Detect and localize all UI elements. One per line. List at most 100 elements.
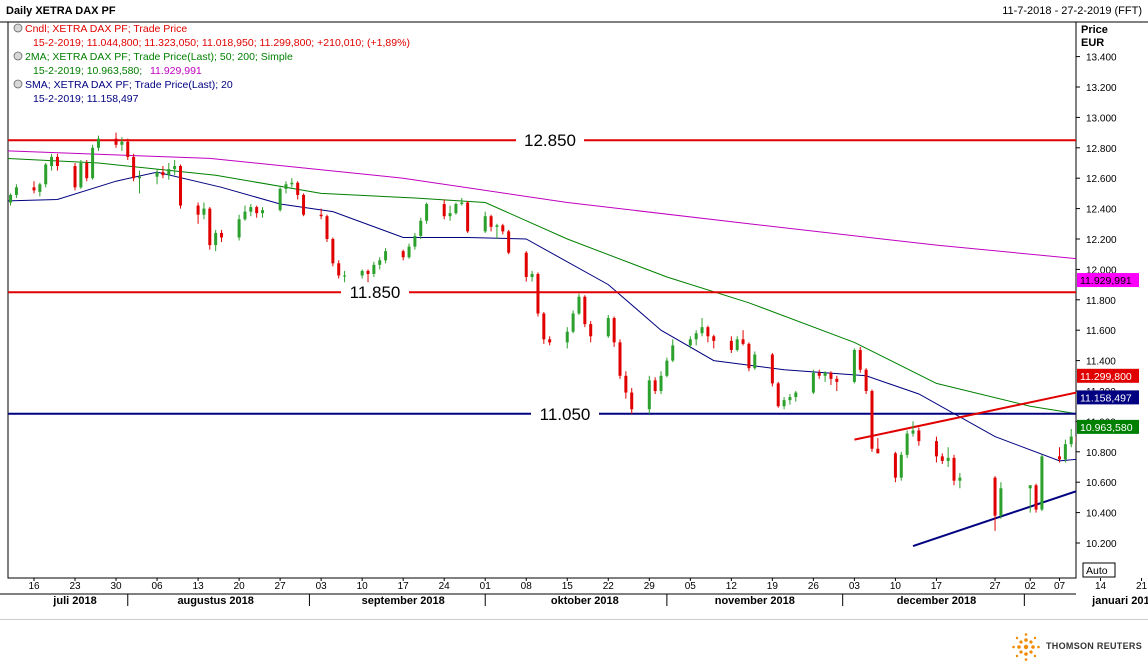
candle-body xyxy=(114,138,118,145)
candle-body xyxy=(255,207,259,214)
candle-body xyxy=(700,327,704,334)
candle-body xyxy=(3,193,6,204)
candle-body xyxy=(378,260,382,265)
candle-body xyxy=(999,488,1003,516)
candle-body xyxy=(507,231,511,253)
candle-body xyxy=(161,172,165,176)
x-tick-label: 08 xyxy=(521,581,533,592)
candle-body xyxy=(501,225,505,232)
x-tick-label: 22 xyxy=(603,581,615,592)
x-tick-label: 06 xyxy=(151,581,163,592)
candle-body xyxy=(1075,436,1076,443)
candle-body xyxy=(167,169,171,176)
candle-body xyxy=(671,345,675,361)
x-tick-label: 30 xyxy=(110,581,122,592)
legend-clock-icon xyxy=(13,23,23,33)
date-range: 11-7-2018 - 27-2-2019 (FFT) xyxy=(1002,5,1142,17)
y-tick-label: 12.200 xyxy=(1086,235,1117,246)
candle-body xyxy=(44,164,48,185)
y-tick-label: 10.200 xyxy=(1086,539,1117,550)
candle-body xyxy=(343,275,347,277)
y-axis-label: Price xyxy=(1081,24,1108,36)
candle-body xyxy=(448,213,452,217)
candle-body xyxy=(425,204,429,221)
candle-body xyxy=(688,339,692,346)
x-tick-label: 17 xyxy=(398,581,410,592)
last-value-tag xyxy=(1077,368,1139,383)
candle-body xyxy=(1028,485,1032,489)
x-month-label: september 2018 xyxy=(362,595,445,607)
candle-body xyxy=(55,156,59,167)
x-tick-label: 23 xyxy=(69,581,81,592)
last-value-tag xyxy=(1077,390,1139,405)
y-tick-label: 12.400 xyxy=(1086,205,1117,216)
level-label: 11.050 xyxy=(540,405,591,424)
candle-body xyxy=(852,349,856,382)
candle-body xyxy=(243,211,247,220)
candle-body xyxy=(917,430,921,442)
x-tick-label: 27 xyxy=(989,581,1001,592)
candle-body xyxy=(659,375,663,391)
candle-body xyxy=(665,360,669,376)
candle-body xyxy=(618,342,622,376)
candle-body xyxy=(261,210,265,214)
y-tick-label: 13.200 xyxy=(1086,83,1117,94)
candle-body xyxy=(249,207,253,212)
candle-body xyxy=(952,457,956,481)
candle-body xyxy=(577,296,581,314)
x-tick-label: 20 xyxy=(234,581,246,592)
legend-values: 15-2-2019; 10.963,580; xyxy=(33,65,142,77)
last-value-tag-label: 10.963,580 xyxy=(1080,422,1133,434)
candle-body xyxy=(284,184,288,189)
y-tick-label: 10.600 xyxy=(1086,478,1117,489)
candle-body xyxy=(319,214,323,217)
x-tick-label: 21 xyxy=(1136,581,1148,592)
y-axis-unit: EUR xyxy=(1081,37,1104,49)
candle-body xyxy=(290,182,294,185)
last-value-tag xyxy=(1077,273,1139,288)
candle-body xyxy=(1140,391,1143,400)
candle-body xyxy=(940,456,944,461)
candle-body xyxy=(565,331,569,343)
candle-body xyxy=(782,400,786,407)
candle-body xyxy=(829,372,833,379)
candle-body xyxy=(32,187,36,191)
candle-body xyxy=(1081,438,1084,443)
candle-body xyxy=(946,457,950,461)
candle-body xyxy=(278,188,282,211)
x-tick-label: 26 xyxy=(808,581,820,592)
plot-content: 12.850 11.850 11.050 xyxy=(3,130,1143,547)
x-tick-label: 01 xyxy=(480,581,492,592)
candle-body xyxy=(858,349,862,370)
candle-body xyxy=(788,397,792,401)
legend-title: SMA; XETRA DAX PF; Trade Price(Last); 20 xyxy=(25,79,233,91)
x-tick-label: 07 xyxy=(1054,581,1066,592)
x-tick-label: 29 xyxy=(644,581,656,592)
candle-body xyxy=(741,339,745,344)
candle-body xyxy=(1069,436,1073,445)
ma-line-ma-200 xyxy=(8,150,1076,260)
candle-body xyxy=(9,194,13,203)
y-tick-label: 10.400 xyxy=(1086,509,1117,520)
level-label-bg xyxy=(341,282,409,303)
candle-body xyxy=(811,372,815,393)
candle-body xyxy=(694,333,698,340)
x-tick-label: 03 xyxy=(849,581,861,592)
x-tick-label: 10 xyxy=(890,581,902,592)
y-tick-label: 11.800 xyxy=(1086,296,1116,307)
candle-body xyxy=(876,448,880,454)
candle-body xyxy=(817,372,821,376)
candle-body xyxy=(126,141,130,157)
candle-body xyxy=(325,216,329,239)
candle-body xyxy=(179,166,182,206)
legend-clock-icon xyxy=(13,79,23,89)
candle-body xyxy=(14,187,18,195)
legend-clock-icon xyxy=(13,51,23,61)
candle-body xyxy=(747,343,751,369)
candle-body xyxy=(337,263,341,276)
plot-area xyxy=(7,21,1077,579)
x-tick-label: 17 xyxy=(931,581,943,592)
x-tick-label: 10 xyxy=(357,581,369,592)
auto-scale-button[interactable] xyxy=(1082,562,1116,578)
